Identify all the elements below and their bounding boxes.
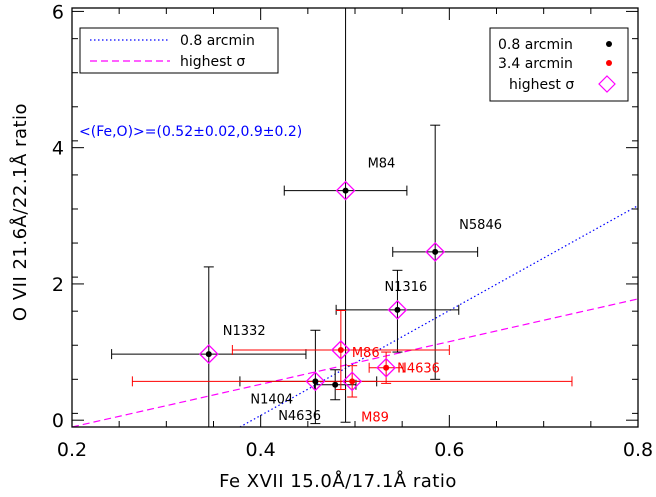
data-point-m86-3p4 [337,347,344,354]
x-tick-label: 0.4 [246,439,276,461]
highest-sigma-diamond-n1332-0p8 [198,344,219,365]
mean-ratio-annotation: <(Fe,O)>=(0.52±0.02,0.9±0.2) [79,124,302,140]
point-labels-layer: M84 N5846 N1316 N1332 N1404 N4636 M86 N4636 M89 [223,157,502,426]
point-label-n4636-0p8: N4636 [278,409,321,424]
legend-red-marker [606,60,612,66]
data-point-m84-0p8 [342,187,349,194]
data-points-layer [205,187,439,388]
data-point-n1332-0p8 [205,351,212,358]
x-tick-label: 0.2 [57,439,87,461]
highest-sigma-diamond-n1316-0p8 [387,299,408,320]
highest-sigma-diamond-n4636-3p4 [376,357,397,378]
point-label-n1332-0p8: N1332 [223,324,266,339]
marker-legend-box [489,27,629,102]
data-point-m89-3p4 [349,378,356,385]
legend-diamond-marker [598,75,616,93]
x-tick-label: 0.6 [434,439,464,461]
point-label-m84-0p8: M84 [368,157,396,172]
tick-labels-layer: 0.2 0.4 0.6 0.8 0 2 4 6 [52,1,653,461]
y-axis-label: O VII 21.6Å/22.1Å ratio [9,103,31,321]
highest-sigma-diamond-m84-0p8 [335,180,356,201]
point-label-n5846-0p8: N5846 [459,218,502,233]
y-tick-label: 6 [52,1,64,23]
point-label-m86-3p4: M86 [352,346,380,361]
line-style-legend: 0.8 arcmin highest σ [79,27,279,74]
point-label-n1404-0p8: N1404 [250,392,293,407]
data-point-n4636-0p8 [332,381,339,388]
data-point-n4636-3p4 [383,364,390,371]
highest-sigma-diamond-n1404-0p8 [305,371,326,392]
line-style-legend-box [79,27,279,74]
point-label-m89-3p4: M89 [361,410,389,425]
legend-red-marker-label: 3.4 arcmin [498,56,573,72]
highest-sigma-diamond-m89-3p4 [342,371,363,392]
data-point-n1404-0p8 [312,378,319,385]
highest-sigma-diamond-n5846-0p8 [425,241,446,262]
fit-line-dotted [239,205,638,427]
highest-sigma-diamond-m86-3p4 [330,340,351,360]
x-axis-label: Fe XVII 15.0Å/17.1Å ratio [219,470,457,492]
fit-lines-layer [72,205,638,427]
legend-dotted-line-label: 0.8 arcmin [180,33,255,49]
data-point-n5846-0p8 [432,248,439,255]
highest-sigma-markers-layer [198,180,446,392]
y-tick-label: 2 [52,274,64,296]
y-tick-label: 0 [52,410,64,432]
y-tick-label: 4 [52,138,64,160]
x-tick-label: 0.8 [623,439,653,461]
marker-legend: 0.8 arcmin 3.4 arcmin highest σ [489,27,629,102]
fit-line-dashed [72,298,638,427]
point-label-n1316-0p8: N1316 [384,280,427,295]
legend-dashed-line-label: highest σ [180,54,245,70]
legend-black-marker [606,41,612,47]
legend-diamond-marker-label: highest σ [509,77,574,93]
legend-black-marker-label: 0.8 arcmin [498,37,573,53]
axis-ticks-layer [71,8,639,427]
point-label-n4636-3p4: N4636 [397,362,440,377]
data-point-n1316-0p8 [394,306,401,313]
